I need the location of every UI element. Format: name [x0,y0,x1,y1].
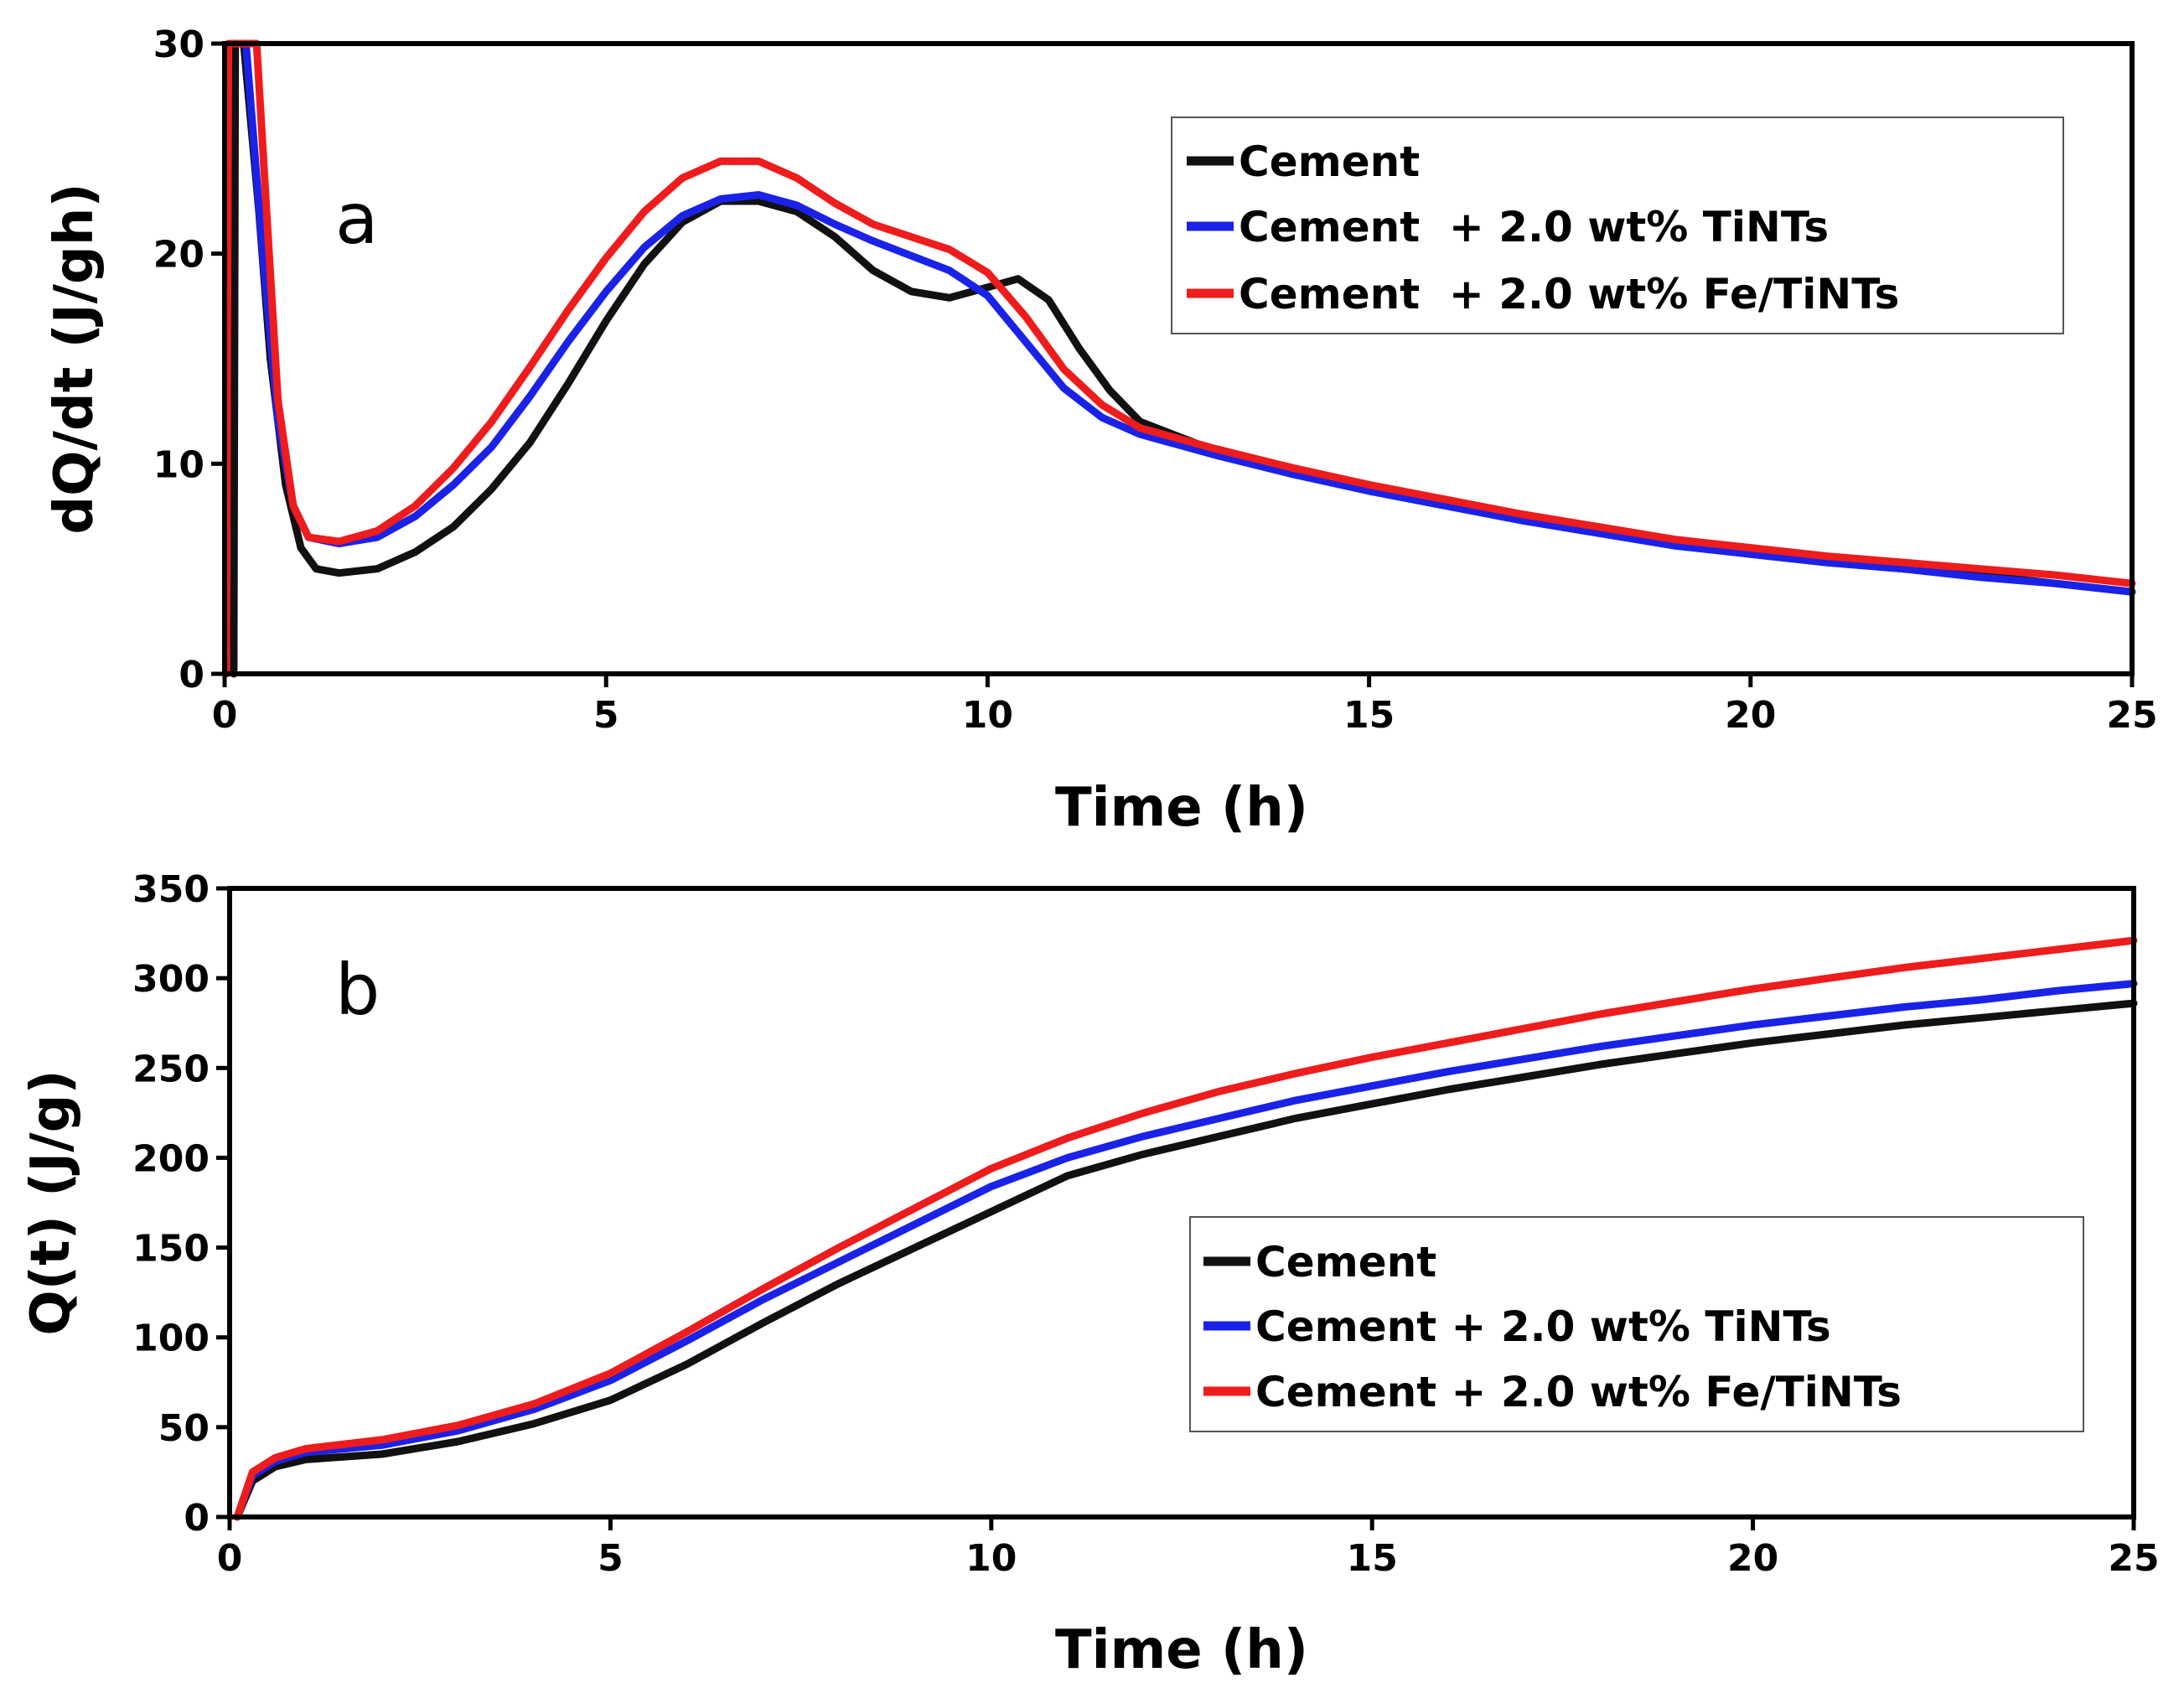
series-line-2 [233,936,2138,1521]
panel-a-legend-box [1171,116,2064,334]
panel-b-legend-label-fe-tints: Cement + 2.0 wt% Fe/TiNTs [1255,1368,1902,1416]
panel-b-frame [227,886,2136,1519]
panel-b-y-axis-title: Q(t) (J/g) [20,1069,82,1335]
series-line-2 [222,39,2136,678]
y-tick-label: 20 [153,234,204,277]
x-tick-label: 15 [1347,1537,1398,1580]
panel-b-series [233,936,2138,1521]
y-tick-label: 150 [132,1228,210,1271]
y-tick-label: 200 [132,1137,210,1180]
y-tick-label: 0 [184,1497,210,1540]
panel-a-ticks: 0 5 10 15 20 25 0 10 20 30 [153,23,2158,737]
panel-a-frame [222,41,2135,676]
y-tick-label: 50 [158,1407,210,1450]
panel-a-y-axis-title: dQ/dt (J/gh) [44,183,106,534]
x-tick-label: 20 [1725,694,1776,737]
panel-b-legend-label-cement: Cement [1255,1238,1436,1286]
x-tick-label: 25 [2108,1537,2159,1580]
y-tick-label: 350 [132,868,210,911]
x-tick-label: 10 [962,694,1013,737]
x-tick-label: 0 [212,694,238,737]
panel-a-legend-label-cement: Cement [1239,137,1420,186]
x-tick-label: 15 [1343,694,1395,737]
series-line-1 [233,980,2138,1521]
y-tick-label: 10 [153,443,204,486]
y-tick-label: 0 [179,654,204,696]
panel-a-label: a [335,178,378,260]
y-tick-label: 300 [132,958,210,1001]
y-tick-label: 250 [132,1048,210,1090]
x-tick-label: 0 [217,1537,243,1580]
x-tick-label: 5 [598,1537,624,1580]
x-tick-label: 10 [965,1537,1017,1580]
panel-a: 0 5 10 15 20 25 0 10 20 30 a Time (h) dQ/dt (J/gh… [44,23,2158,839]
panel-a-series [222,39,2136,678]
panel-a-x-axis-title: Time (h) [1055,777,1308,839]
panel-a-legend-label-tints: Cement + 2.0 wt% TiNTs [1239,203,1829,251]
panel-b-legend-box [1189,1216,2084,1432]
y-tick-label: 100 [132,1318,210,1360]
series-line-0 [233,999,2138,1521]
panel-b-label: b [335,949,380,1031]
panel-b-legend: Cement Cement + 2.0 wt% TiNTs Cement + 2… [1189,1216,2084,1432]
x-tick-label: 20 [1727,1537,1778,1580]
x-tick-label: 25 [2106,694,2157,737]
y-tick-label: 30 [153,23,204,66]
x-tick-label: 5 [593,694,619,737]
panel-b-legend-label-tints: Cement + 2.0 wt% TiNTs [1255,1302,1831,1351]
series-line-1 [242,39,2136,596]
panel-a-legend-label-fe-tints: Cement + 2.0 wt% Fe/TiNTs [1239,270,1899,318]
panel-a-legend: Cement Cement + 2.0 wt% TiNTs Cement + 2… [1171,116,2064,334]
panel-b-x-axis-title: Time (h) [1055,1619,1308,1681]
